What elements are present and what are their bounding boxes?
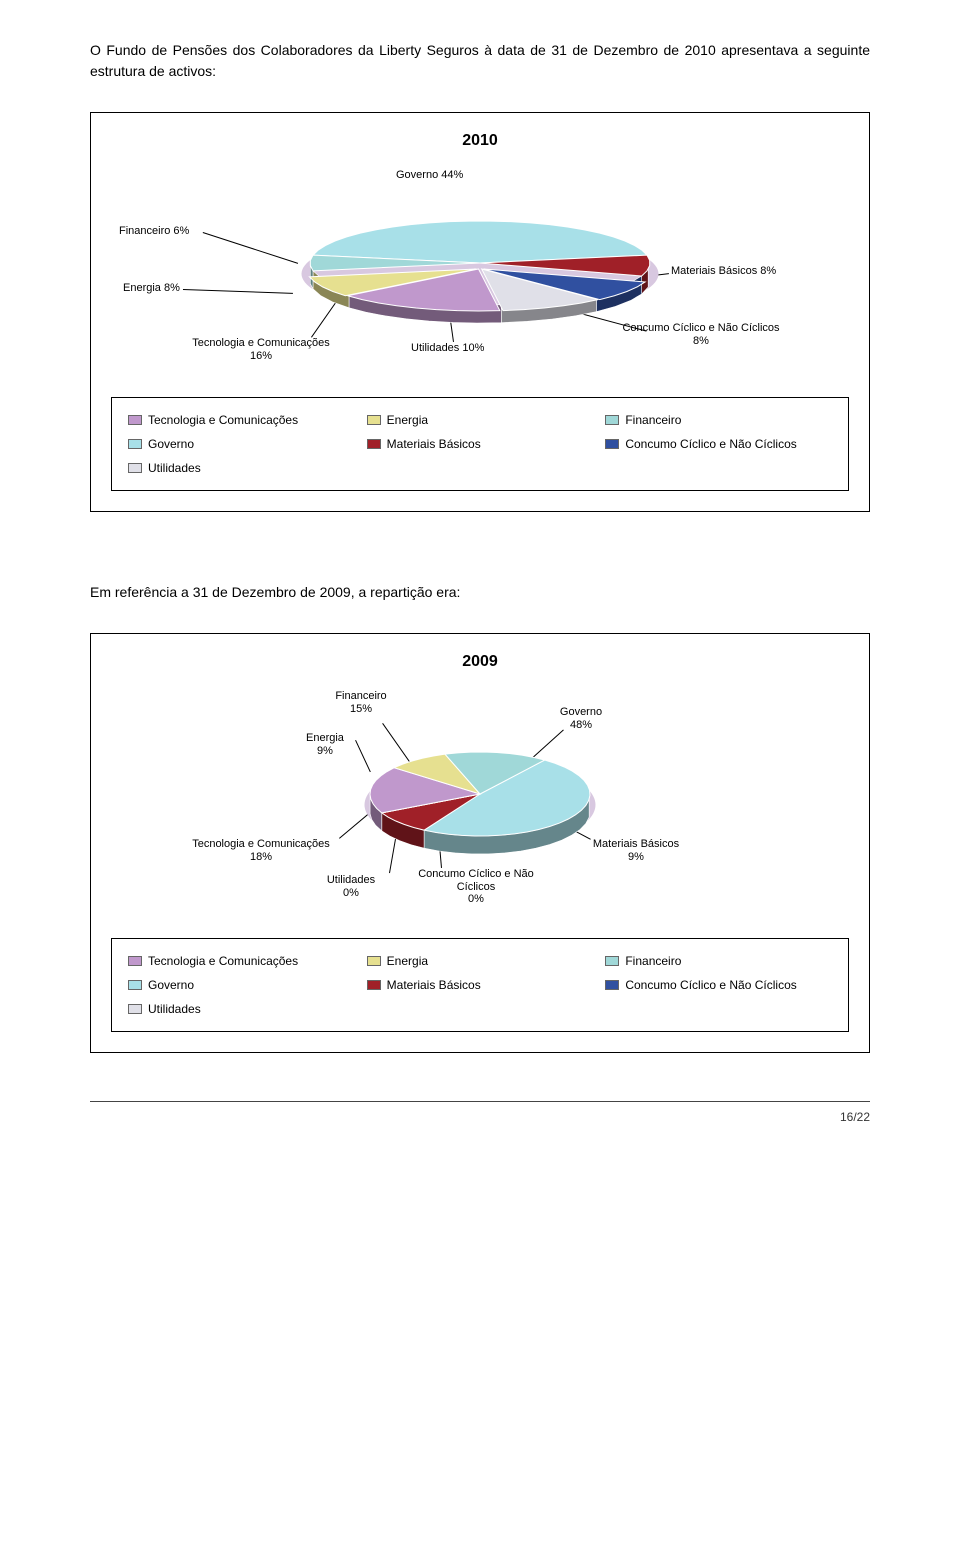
footer-rule xyxy=(90,1101,870,1102)
intro-paragraph: O Fundo de Pensões dos Colaboradores da … xyxy=(90,40,870,82)
legend-swatch xyxy=(128,463,142,473)
legend-item: Materiais Básicos xyxy=(367,432,594,456)
legend-item: Energia xyxy=(367,949,594,973)
legend-swatch xyxy=(605,980,619,990)
legend-2010: Tecnologia e Comunicações Energia Financei… xyxy=(111,397,849,491)
label-financeiro-09: Financeiro15% xyxy=(321,690,401,715)
legend-label: Concumo Cíclico e Não Cíclicos xyxy=(625,435,796,453)
legend-swatch xyxy=(128,415,142,425)
legend-label: Financeiro xyxy=(625,952,681,970)
chart-2009-container: 2009 Financeiro15% Energia9% Governo48% … xyxy=(90,633,870,1053)
legend-swatch xyxy=(128,956,142,966)
legend-swatch xyxy=(605,956,619,966)
legend-swatch xyxy=(367,439,381,449)
legend-swatch xyxy=(605,439,619,449)
label-materiais: Materiais Básicos 8% xyxy=(671,265,776,278)
legend-item: Materiais Básicos xyxy=(367,973,594,997)
legend-label: Energia xyxy=(387,411,428,429)
legend-label: Governo xyxy=(148,435,194,453)
legend-swatch xyxy=(128,439,142,449)
legend-item xyxy=(605,997,832,1021)
legend-item: Governo xyxy=(128,973,355,997)
label-financeiro: Financeiro 6% xyxy=(119,225,189,238)
label-energia: Energia 8% xyxy=(123,282,180,295)
legend-label: Financeiro xyxy=(625,411,681,429)
legend-item: Tecnologia e Comunicações xyxy=(128,408,355,432)
legend-item: Governo xyxy=(128,432,355,456)
legend-swatch xyxy=(128,1004,142,1014)
legend-swatch xyxy=(367,415,381,425)
legend-swatch xyxy=(128,980,142,990)
label-tec-09: Tecnologia e Comunicações18% xyxy=(176,838,346,863)
legend-label: Utilidades xyxy=(148,1000,201,1018)
legend-label: Tecnologia e Comunicações xyxy=(148,952,298,970)
legend-swatch xyxy=(367,956,381,966)
legend-item: Financeiro xyxy=(605,408,832,432)
legend-label: Energia xyxy=(387,952,428,970)
legend-item: Tecnologia e Comunicações xyxy=(128,949,355,973)
legend-item: Energia xyxy=(367,408,594,432)
label-governo-09: Governo48% xyxy=(541,706,621,731)
legend-item: Financeiro xyxy=(605,949,832,973)
label-utilidades: Utilidades 10% xyxy=(411,342,484,355)
legend-label: Materiais Básicos xyxy=(387,976,481,994)
chart-2010-container: 2010 Governo 44% Financeiro 6% Energia 8… xyxy=(90,112,870,512)
pie-2010: Governo 44% Financeiro 6% Energia 8% Tec… xyxy=(111,167,849,377)
legend-label: Utilidades xyxy=(148,459,201,477)
label-util-09: Utilidades0% xyxy=(311,874,391,899)
legend-item: Utilidades xyxy=(128,456,355,480)
pie-2009: Financeiro15% Energia9% Governo48% Tecno… xyxy=(111,688,849,918)
legend-swatch xyxy=(605,415,619,425)
legend-swatch xyxy=(367,980,381,990)
legend-item: Utilidades xyxy=(128,997,355,1021)
legend-label: Tecnologia e Comunicações xyxy=(148,411,298,429)
legend-item xyxy=(367,456,594,480)
page-number: 16/22 xyxy=(90,1108,870,1126)
chart-2009-title: 2009 xyxy=(111,650,849,674)
chart-2010-title: 2010 xyxy=(111,129,849,153)
legend-item: Concumo Cíclico e Não Cíclicos xyxy=(605,432,832,456)
legend-label: Concumo Cíclico e Não Cíclicos xyxy=(625,976,796,994)
legend-item: Concumo Cíclico e Não Cíclicos xyxy=(605,973,832,997)
label-governo: Governo 44% xyxy=(396,169,463,182)
legend-item xyxy=(605,456,832,480)
label-energia-09: Energia9% xyxy=(306,732,344,757)
legend-2009: Tecnologia e Comunicações Energia Financei… xyxy=(111,938,849,1032)
legend-label: Materiais Básicos xyxy=(387,435,481,453)
legend-label: Governo xyxy=(148,976,194,994)
mid-paragraph: Em referência a 31 de Dezembro de 2009, … xyxy=(90,582,870,603)
legend-item xyxy=(367,997,594,1021)
